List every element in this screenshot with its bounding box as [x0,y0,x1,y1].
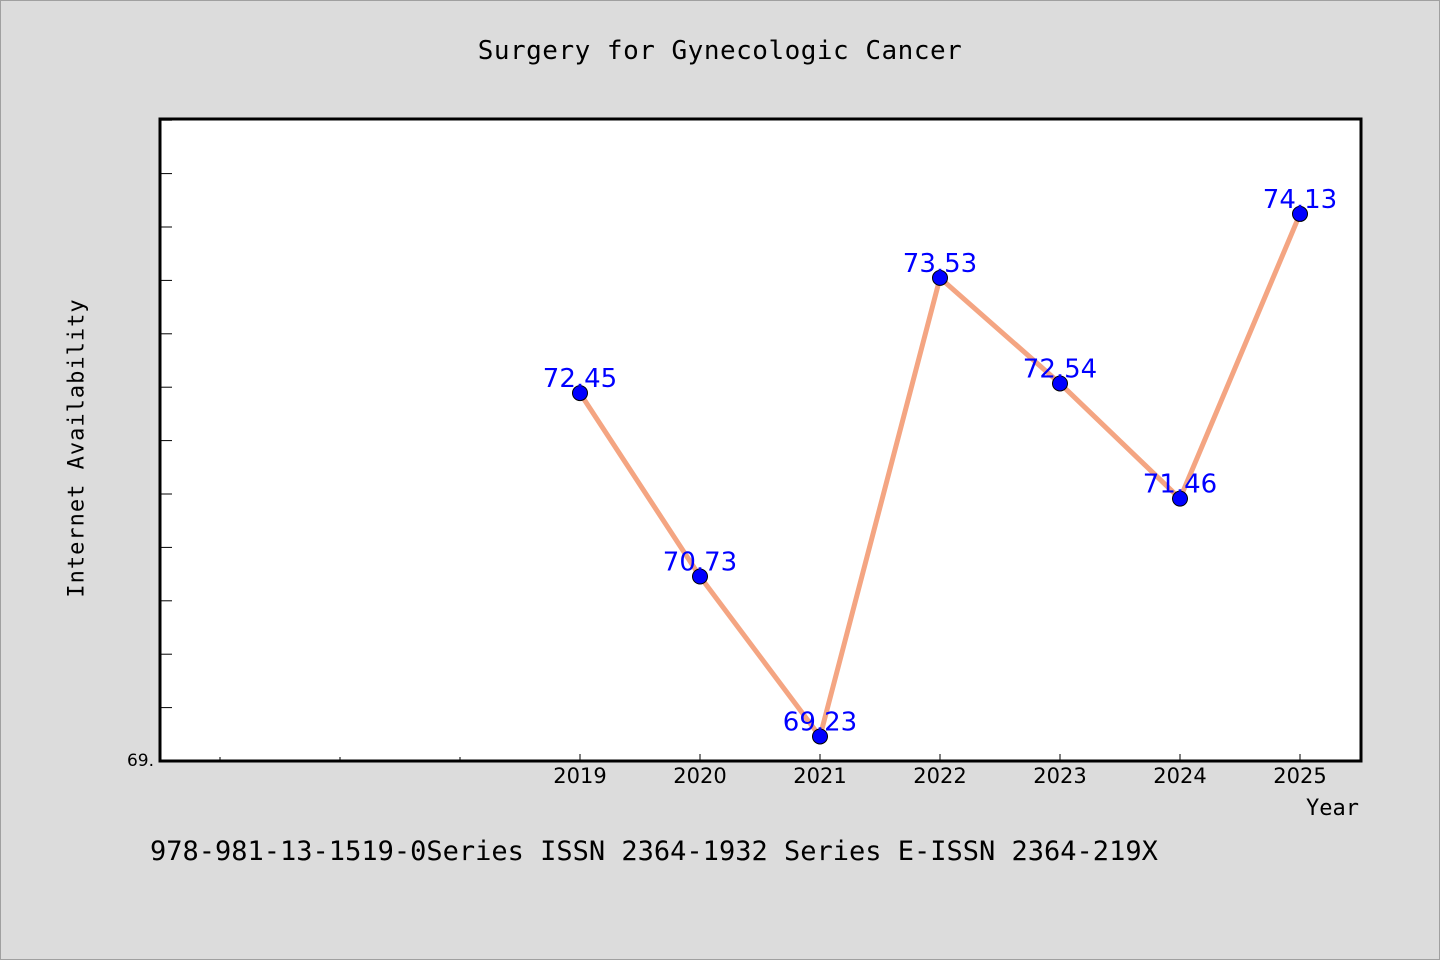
data-label: 72.54 [1023,354,1097,384]
data-point [1292,205,1308,222]
data-labels: 72.45 70.73 69.23 73.53 72.54 71.46 74.13 [543,185,1337,738]
data-point [1052,375,1068,392]
x-tick-label: 2023 [1033,764,1086,788]
data-label: 74.13 [1263,185,1337,215]
data-label: 69.23 [783,707,857,737]
x-tick-label: 2021 [793,764,846,788]
x-tick-label: 2022 [913,764,966,788]
data-point [1172,490,1188,507]
x-tick-label: 2019 [553,764,606,788]
y-axis-ticks [160,119,172,709]
footer-isbn-text: 978-981-13-1519-0Series ISSN 2364-1932 S… [150,836,1158,867]
x-axis-label: Year [1306,796,1359,821]
data-label: 72.45 [543,364,617,394]
y-axis-label: Internet Availability [64,298,90,598]
y-axis-min-label: 69. [127,751,154,771]
data-markers [572,205,1308,745]
data-point [812,728,828,745]
x-tick-label: 2024 [1153,764,1206,788]
data-point [692,568,708,585]
x-tick-label: 2025 [1273,764,1326,788]
x-tick-label: 2020 [673,764,726,788]
plot-area [158,117,1363,763]
data-label: 71.46 [1143,470,1217,500]
x-axis-ticks: 2019 2020 2021 2022 2023 2024 2025 [219,754,1327,788]
data-point [572,385,588,402]
chart-title: Surgery for Gynecologic Cancer [477,36,963,66]
data-label: 70.73 [663,548,737,578]
data-point [932,269,948,286]
data-label: 73.53 [903,249,977,279]
